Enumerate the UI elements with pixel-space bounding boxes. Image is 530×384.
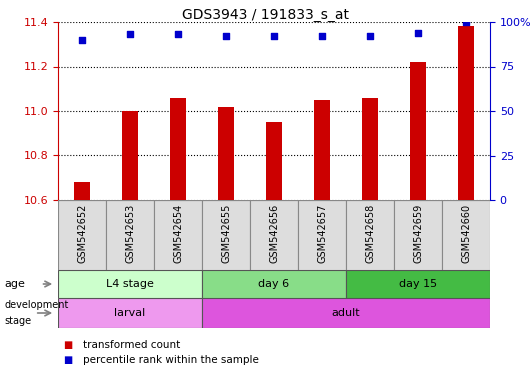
Bar [442,200,490,270]
Text: age: age [5,279,25,289]
Text: ■: ■ [63,340,73,350]
Text: transformed count: transformed count [83,340,181,350]
Bar [314,100,330,200]
Bar [361,98,378,200]
Bar [346,200,394,270]
Text: stage: stage [5,316,32,326]
Point [414,30,422,36]
Text: larval: larval [114,308,146,318]
Bar [106,200,154,270]
Point [222,33,230,39]
Text: GSM542659: GSM542659 [413,204,423,263]
Text: day 6: day 6 [259,279,289,289]
Point [318,33,326,39]
Text: GSM542656: GSM542656 [269,204,279,263]
Text: development: development [5,301,69,311]
Point [366,33,374,39]
Bar [58,200,106,270]
Bar [457,26,474,200]
Text: GSM542657: GSM542657 [317,204,327,263]
Point [270,33,278,39]
Bar [58,298,202,328]
Bar [202,200,250,270]
Text: GDS3943 / 191833_s_at: GDS3943 / 191833_s_at [181,8,349,22]
Bar [346,270,490,298]
Point [462,19,470,25]
Bar [218,106,234,200]
Text: adult: adult [332,308,360,318]
Bar [74,182,91,200]
Bar [410,62,427,200]
Bar [266,122,282,200]
Bar [202,298,490,328]
Bar [170,98,187,200]
Text: GSM542652: GSM542652 [77,204,87,263]
Point [78,37,86,43]
Bar [202,270,346,298]
Text: day 15: day 15 [399,279,437,289]
Text: GSM542658: GSM542658 [365,204,375,263]
Point [174,31,182,38]
Text: L4 stage: L4 stage [106,279,154,289]
Bar [298,200,346,270]
Bar [121,111,138,200]
Text: GSM542654: GSM542654 [173,204,183,263]
Bar [394,200,442,270]
Bar [250,200,298,270]
Text: percentile rank within the sample: percentile rank within the sample [83,355,259,365]
Text: GSM542660: GSM542660 [461,204,471,263]
Bar [58,270,202,298]
Text: GSM542653: GSM542653 [125,204,135,263]
Point [126,31,134,38]
Bar [154,200,202,270]
Text: ■: ■ [63,355,73,365]
Text: GSM542655: GSM542655 [221,204,231,263]
